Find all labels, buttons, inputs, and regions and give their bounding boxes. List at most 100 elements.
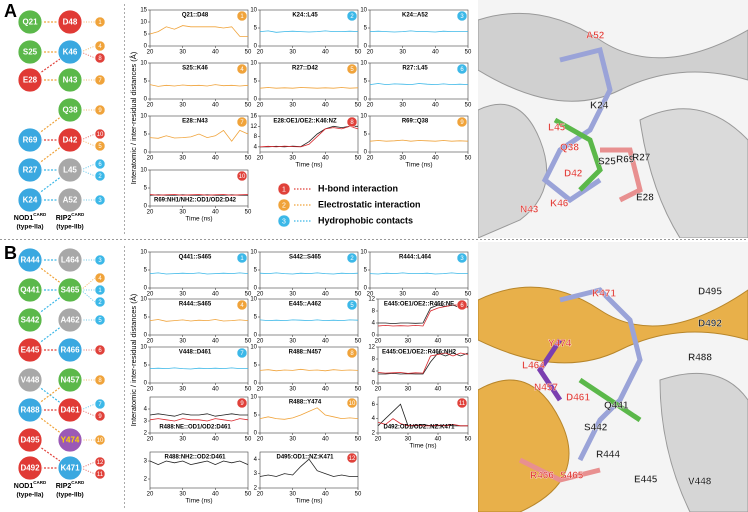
plot-badge-number: 9 bbox=[460, 120, 464, 126]
x-axis-label: Time (ns) bbox=[409, 443, 436, 450]
plot-frame bbox=[377, 396, 469, 434]
y-tick-label: 10 bbox=[360, 114, 367, 120]
edge-badge-number: 2 bbox=[98, 300, 102, 306]
y-tick-label: 10 bbox=[140, 61, 147, 67]
plot-badge-number: 2 bbox=[350, 14, 354, 20]
x-tick-label: 30 bbox=[179, 210, 186, 216]
structure-residue-label: D461 bbox=[566, 393, 590, 404]
x-tick-label: 20 bbox=[257, 437, 264, 443]
edge-badge bbox=[94, 128, 106, 140]
structure-residue-label: S442 bbox=[584, 423, 608, 434]
x-tick-label: 30 bbox=[179, 437, 186, 443]
y-tick-label: 4 bbox=[144, 407, 148, 413]
protein-name-main: NOD1 bbox=[14, 483, 34, 490]
structure-residue-label: K471 bbox=[592, 289, 616, 300]
legend-label: Electrostatic interaction bbox=[318, 199, 421, 209]
x-tick-label: 20 bbox=[375, 339, 382, 345]
residue-label: D495 bbox=[20, 436, 40, 445]
x-tick-label: 20 bbox=[147, 50, 154, 56]
plot-badge bbox=[236, 347, 248, 359]
edge-badge-number: 3 bbox=[98, 198, 102, 204]
plot-label: D492:OD1/OD2::NZ:K471 bbox=[383, 425, 455, 431]
x-tick-label: 20 bbox=[367, 50, 374, 56]
y-tick-label: 0 bbox=[144, 44, 148, 50]
residue-label: E445 bbox=[21, 346, 40, 355]
residue-label: Q21 bbox=[22, 18, 38, 27]
x-tick-label: 30 bbox=[289, 156, 296, 162]
y-tick-label: 0 bbox=[144, 150, 148, 156]
distance-line bbox=[259, 407, 359, 420]
distance-line bbox=[149, 84, 249, 87]
x-tick-label: 50 bbox=[245, 156, 252, 162]
x-tick-label: 20 bbox=[257, 103, 264, 109]
structure-residue-label: E445 bbox=[634, 475, 658, 486]
edge-badge bbox=[94, 194, 106, 206]
x-axis-label: Time (ns) bbox=[295, 498, 322, 505]
x-axis-label: Time (ns) bbox=[185, 498, 212, 505]
residue-node bbox=[57, 367, 83, 393]
y-tick-label: 5 bbox=[254, 79, 258, 85]
y-axis-label: Interatomic / inter-residual distances (… bbox=[129, 293, 138, 426]
plot-label: R444::L464 bbox=[399, 255, 432, 261]
x-tick-label: 30 bbox=[399, 50, 406, 56]
plot-label: S25::K46 bbox=[182, 66, 208, 72]
x-tick-label: 20 bbox=[375, 437, 382, 443]
plot-badge bbox=[236, 299, 248, 311]
y-tick-label: 15 bbox=[140, 8, 147, 14]
structure-residue-label: R27 bbox=[632, 153, 651, 164]
y-tick-label: 5 bbox=[254, 315, 258, 321]
x-tick-label: 30 bbox=[405, 339, 412, 345]
plot-label: R69::Q38 bbox=[402, 119, 429, 125]
edge-badge-number: 6 bbox=[98, 162, 102, 168]
panel-letter: A bbox=[4, 1, 17, 21]
distance-line bbox=[149, 272, 249, 275]
x-tick-label: 50 bbox=[245, 210, 252, 216]
plot-badge-number: 6 bbox=[460, 303, 464, 309]
y-tick-label: 8 bbox=[372, 309, 376, 315]
y-tick-label: 5 bbox=[144, 268, 148, 274]
legend-label: H-bond interaction bbox=[318, 183, 398, 193]
x-tick-label: 20 bbox=[147, 292, 154, 298]
residue-node bbox=[57, 427, 83, 453]
distance-line bbox=[259, 125, 359, 148]
x-tick-label: 50 bbox=[245, 50, 252, 56]
residue-label: S465 bbox=[61, 286, 80, 295]
x-axis-label: Time (ns) bbox=[295, 162, 322, 169]
legend-number: 3 bbox=[282, 218, 286, 225]
residue-node bbox=[57, 187, 83, 213]
edge-badge bbox=[94, 40, 106, 52]
plot-label: E445::A462 bbox=[289, 302, 322, 308]
x-tick-label: 20 bbox=[257, 156, 264, 162]
plot-label: Q441::S465 bbox=[179, 255, 212, 261]
residue-label: R466 bbox=[60, 346, 80, 355]
y-tick-label: 12 bbox=[250, 124, 257, 130]
protein-name-main: RIP2 bbox=[56, 483, 72, 490]
distance-line bbox=[149, 129, 249, 142]
plot-badge-number: 9 bbox=[240, 401, 244, 407]
plot-badge bbox=[456, 299, 468, 311]
residue-node bbox=[57, 397, 83, 423]
structure-residue-label: N43 bbox=[520, 205, 539, 216]
plot-frame bbox=[149, 346, 249, 384]
distance-line bbox=[377, 418, 468, 427]
x-tick-label: 50 bbox=[465, 387, 472, 393]
plot-badge-number: 3 bbox=[460, 14, 464, 20]
edge-badge bbox=[94, 410, 106, 422]
x-tick-label: 20 bbox=[147, 492, 154, 498]
plot-badge-number: 4 bbox=[240, 67, 244, 73]
y-tick-label: 0 bbox=[364, 286, 368, 292]
y-tick-label: 0 bbox=[254, 286, 258, 292]
x-tick-label: 40 bbox=[322, 437, 329, 443]
y-tick-label: 10 bbox=[250, 8, 257, 14]
residue-label: R488 bbox=[20, 406, 40, 415]
y-tick-label: 0 bbox=[254, 381, 258, 387]
legend-badge bbox=[277, 182, 291, 196]
x-tick-label: 50 bbox=[245, 339, 252, 345]
plot-badge-number: 5 bbox=[350, 67, 354, 73]
edge-badge-number: 8 bbox=[98, 56, 102, 62]
x-tick-label: 30 bbox=[179, 103, 186, 109]
x-tick-label: 40 bbox=[432, 292, 439, 298]
x-tick-label: 20 bbox=[147, 387, 154, 393]
edge-badge bbox=[94, 434, 106, 446]
residue-label: K471 bbox=[60, 464, 80, 473]
